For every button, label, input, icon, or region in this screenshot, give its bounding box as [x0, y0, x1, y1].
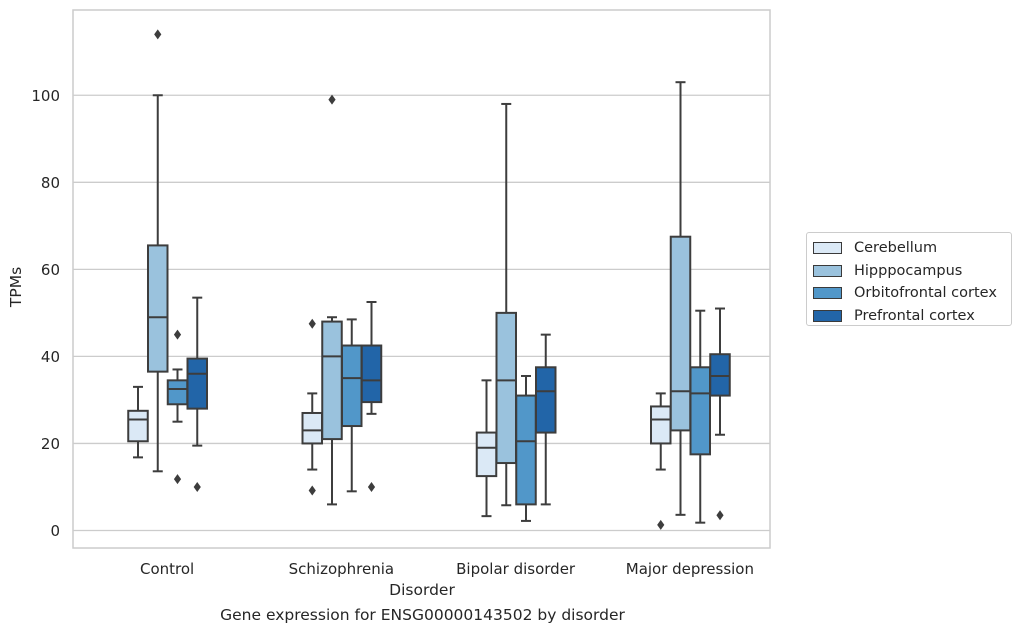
- box-body: [321, 320, 343, 441]
- y-tick-label: 0: [50, 522, 60, 540]
- box-hipppocampus: [321, 94, 343, 506]
- box-cerebellum: [127, 385, 149, 459]
- x-tick-labels: Control Schizophrenia Bipolar disorder Majo…: [140, 560, 754, 578]
- box-prefrontal-cortex: [186, 296, 208, 492]
- outlier-point: [367, 481, 376, 492]
- legend-label: Hipppocampus: [854, 262, 963, 279]
- y-tick-label: 80: [41, 174, 60, 192]
- box-body: [515, 394, 537, 506]
- y-tick-label: 100: [31, 87, 60, 105]
- y-tick-labels: 0 20 40 60 80 100: [31, 87, 60, 540]
- outlier-point: [154, 29, 162, 40]
- outlier-point: [308, 485, 316, 496]
- box-layer: [127, 29, 731, 530]
- box-hipppocampus: [495, 102, 517, 507]
- box-cerebellum: [301, 318, 323, 496]
- box-orbitofrontal-cortex: [166, 329, 189, 485]
- box-orbitofrontal-cortex: [341, 318, 363, 493]
- box-body: [127, 409, 149, 443]
- legend-label: Orbitofrontal cortex: [854, 285, 997, 302]
- x-tick-label: Control: [140, 560, 194, 578]
- chart-caption: Gene expression for ENSG00000143502 by d…: [220, 606, 625, 624]
- x-axis-label: Disorder: [389, 581, 455, 599]
- box-cerebellum: [475, 379, 498, 518]
- box-prefrontal-cortex: [360, 300, 383, 492]
- outlier-point: [657, 519, 665, 530]
- plot-frame: [72, 9, 771, 549]
- legend-swatch: [813, 264, 842, 277]
- box-body: [475, 431, 498, 478]
- box-body: [535, 366, 557, 434]
- outlier-point: [193, 481, 201, 492]
- legend-item: Prefrontal cortex: [813, 305, 1011, 328]
- box-orbitofrontal-cortex: [515, 374, 537, 522]
- box-body: [166, 379, 189, 406]
- box-body: [301, 411, 323, 445]
- legend-swatch: [813, 242, 842, 255]
- x-tick-label: Major depression: [626, 560, 754, 578]
- y-tick-label: 60: [41, 261, 60, 279]
- box-body: [495, 311, 517, 465]
- legend-item: Orbitofrontal cortex: [813, 282, 1011, 305]
- legend-label: Prefrontal cortex: [854, 307, 975, 324]
- box-body: [147, 244, 169, 373]
- legend: Cerebellum Hipppocampus Orbitofrontal co…: [806, 232, 1012, 326]
- box-body: [689, 366, 711, 456]
- x-tick-label: Schizophrenia: [289, 560, 394, 578]
- legend-swatch: [813, 309, 842, 322]
- legend-swatch: [813, 287, 842, 300]
- outlier-point: [173, 329, 182, 340]
- outlier-point: [328, 94, 336, 105]
- box-body: [650, 405, 672, 445]
- box-cerebellum: [650, 392, 672, 530]
- box-orbitofrontal-cortex: [689, 309, 711, 524]
- y-tick-label: 20: [41, 435, 60, 453]
- box-prefrontal-cortex: [709, 307, 731, 521]
- legend-item: Cerebellum: [813, 237, 1011, 260]
- y-tick-label: 40: [41, 348, 60, 366]
- legend-label: Cerebellum: [854, 240, 938, 257]
- box-body: [669, 235, 692, 432]
- legend-item: Hipppocampus: [813, 260, 1011, 283]
- box-body: [341, 344, 363, 428]
- box-hipppocampus: [669, 81, 692, 516]
- grid-layer: [73, 94, 770, 532]
- box-body: [709, 353, 731, 397]
- outlier-point: [173, 474, 182, 485]
- outlier-point: [716, 510, 724, 521]
- outlier-point: [308, 318, 316, 329]
- x-tick-label: Bipolar disorder: [456, 560, 576, 578]
- box-body: [186, 357, 208, 410]
- box-body: [360, 344, 383, 404]
- box-prefrontal-cortex: [535, 333, 557, 506]
- y-axis-label: TPMs: [7, 267, 25, 308]
- box-hipppocampus: [147, 29, 169, 473]
